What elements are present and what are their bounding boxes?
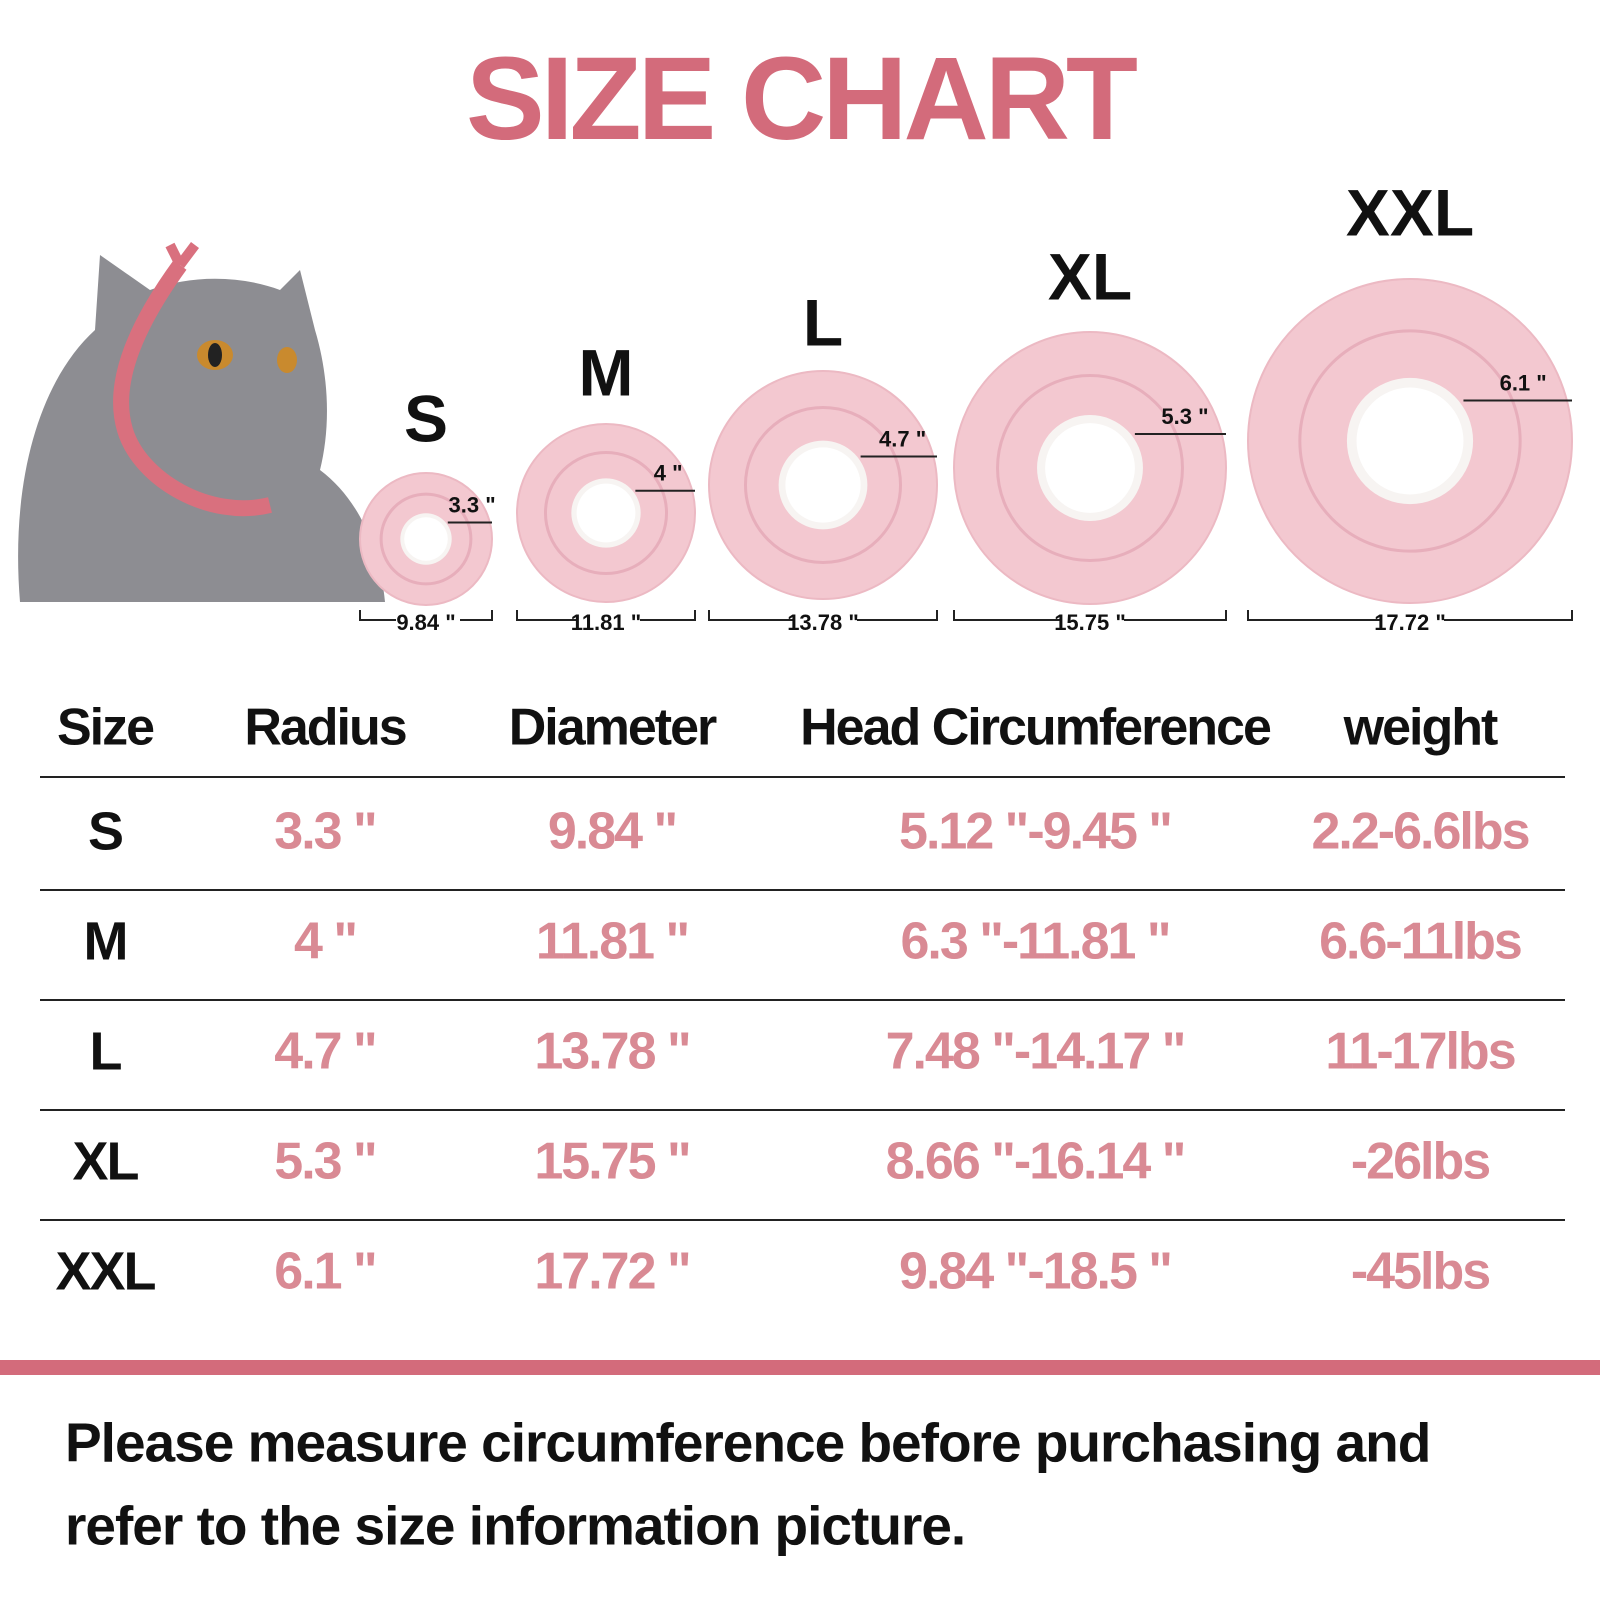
collar-ring [996,374,1184,562]
collar-hole [785,447,861,523]
table-cell: 6.6-11lbs [1319,913,1521,971]
radius-label: 5.3 " [1161,404,1208,429]
table-cell: 8.66 "-16.14 " [886,1133,1185,1191]
collar-hole [404,517,448,561]
table-cell: 3.3 " [274,803,375,861]
collar-ring [1298,329,1522,553]
diameter-bracket [1247,610,1573,621]
diameter-label: 11.81 " [571,610,641,635]
table-cell: -26lbs [1351,1133,1489,1191]
diameter-bracket [516,610,696,621]
size-label: XL [1048,239,1132,313]
diameter-bracket [953,610,1227,621]
table-header: Radius [244,699,405,757]
size-label: L [803,285,843,359]
note-line: refer to the size information picture. [65,1495,965,1557]
collar-ring [743,405,903,565]
radius-label: 4 " [654,461,683,486]
table-header: weight [1343,699,1498,757]
size-cell: L [90,1021,122,1081]
table-header: Head Circumference [800,699,1271,757]
table-header: Size [57,699,154,757]
table-cell: 9.84 " [548,803,676,861]
radius-label: 4.7 " [879,426,926,451]
table-cell: 5.12 "-9.45 " [899,803,1171,861]
divider [0,1360,1600,1375]
diameter-bracket [708,610,938,621]
table-cell: 6.1 " [274,1243,375,1301]
table-cell: 9.84 "-18.5 " [899,1243,1171,1301]
cat-illustration [15,240,385,602]
table-cell: 15.75 " [534,1133,689,1191]
table-cell: 11.81 " [536,913,688,971]
table-cell: 17.72 " [534,1243,689,1301]
table-cell: 7.48 "-14.17 " [886,1023,1185,1081]
collar-hole [1356,387,1464,495]
table-cell: 11-17lbs [1325,1023,1514,1081]
size-label: S [404,381,448,455]
diameter-label: 13.78 " [787,610,859,635]
size-cell: XL [72,1131,138,1191]
table-cell: 5.3 " [274,1133,375,1191]
table-cell: 13.78 " [534,1023,689,1081]
table-cell: 2.2-6.6lbs [1311,803,1528,861]
table-header: Diameter [509,699,717,757]
radius-label: 3.3 " [449,492,496,517]
size-label: XXL [1346,175,1474,249]
collar-ring [543,450,669,576]
size-cell: XXL [55,1241,155,1301]
note-line: Please measure circumference before purc… [65,1412,1430,1474]
size-cell: S [88,801,122,861]
title: SIZE CHART [466,33,1137,165]
table-cell: 6.3 "-11.81 " [900,913,1169,971]
table-cell: -45lbs [1351,1243,1489,1301]
diameter-label: 17.72 " [1374,610,1446,635]
table-cell: 4 " [294,913,356,971]
collar-hole [576,483,636,543]
size-cell: M [84,911,127,971]
collar-hole [1045,423,1135,513]
size-label: M [579,335,634,409]
diameter-label: 9.84 " [396,610,455,635]
radius-label: 6.1 " [1500,370,1547,395]
table-cell: 4.7 " [274,1023,375,1081]
diameter-bracket [359,610,493,621]
collar-ring [379,492,473,586]
diameter-label: 15.75 " [1054,610,1126,635]
